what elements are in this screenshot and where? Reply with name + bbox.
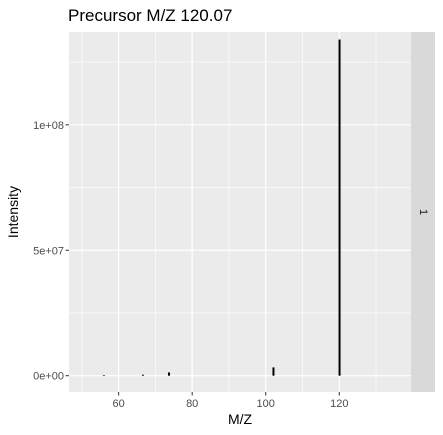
x-tick-label: 80 — [186, 398, 198, 410]
y-tick-label: 5e+07 — [33, 245, 64, 257]
y-axis: 0e+00 5e+07 1e+08 — [33, 120, 69, 383]
y-tick-label: 1e+08 — [33, 120, 64, 132]
spectrum-peak — [338, 39, 341, 376]
facet-strip — [411, 32, 435, 392]
spectrum-peak — [141, 374, 144, 376]
plot-panel — [69, 32, 411, 392]
chart-title: Precursor M/Z 120.07 — [68, 6, 232, 25]
minor-gridlines — [69, 32, 411, 392]
x-axis-title: M/Z — [228, 411, 253, 427]
spectrum-peak — [168, 372, 171, 376]
spectrum-peak — [272, 367, 275, 376]
x-axis: 60 80 100 120 — [113, 392, 348, 410]
x-tick-label: 100 — [257, 398, 275, 410]
spectrum-peaks — [102, 39, 341, 376]
x-tick-label: 120 — [330, 398, 348, 410]
x-tick-label: 60 — [113, 398, 125, 410]
facet-strip-label: 1 — [417, 209, 429, 215]
spectrum-peak — [102, 375, 105, 376]
y-tick-label: 0e+00 — [33, 371, 64, 383]
y-axis-title: Intensity — [5, 186, 21, 238]
